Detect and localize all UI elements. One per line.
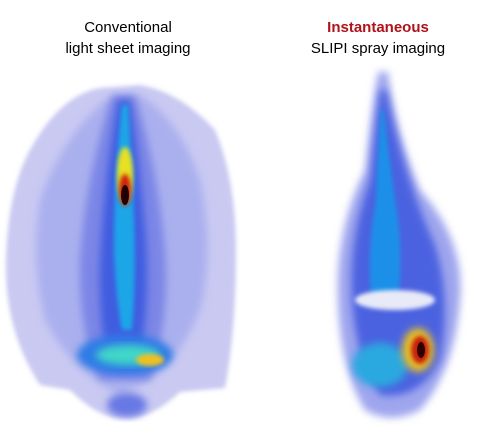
slipi-image <box>337 72 461 418</box>
light-sheet-image <box>5 85 237 419</box>
caption-line: SLIPI spray imaging <box>311 40 445 57</box>
caption-line: light sheet imaging <box>65 40 190 57</box>
caption-line: Conventional <box>84 19 172 36</box>
caption-line: Instantaneous <box>327 19 429 36</box>
